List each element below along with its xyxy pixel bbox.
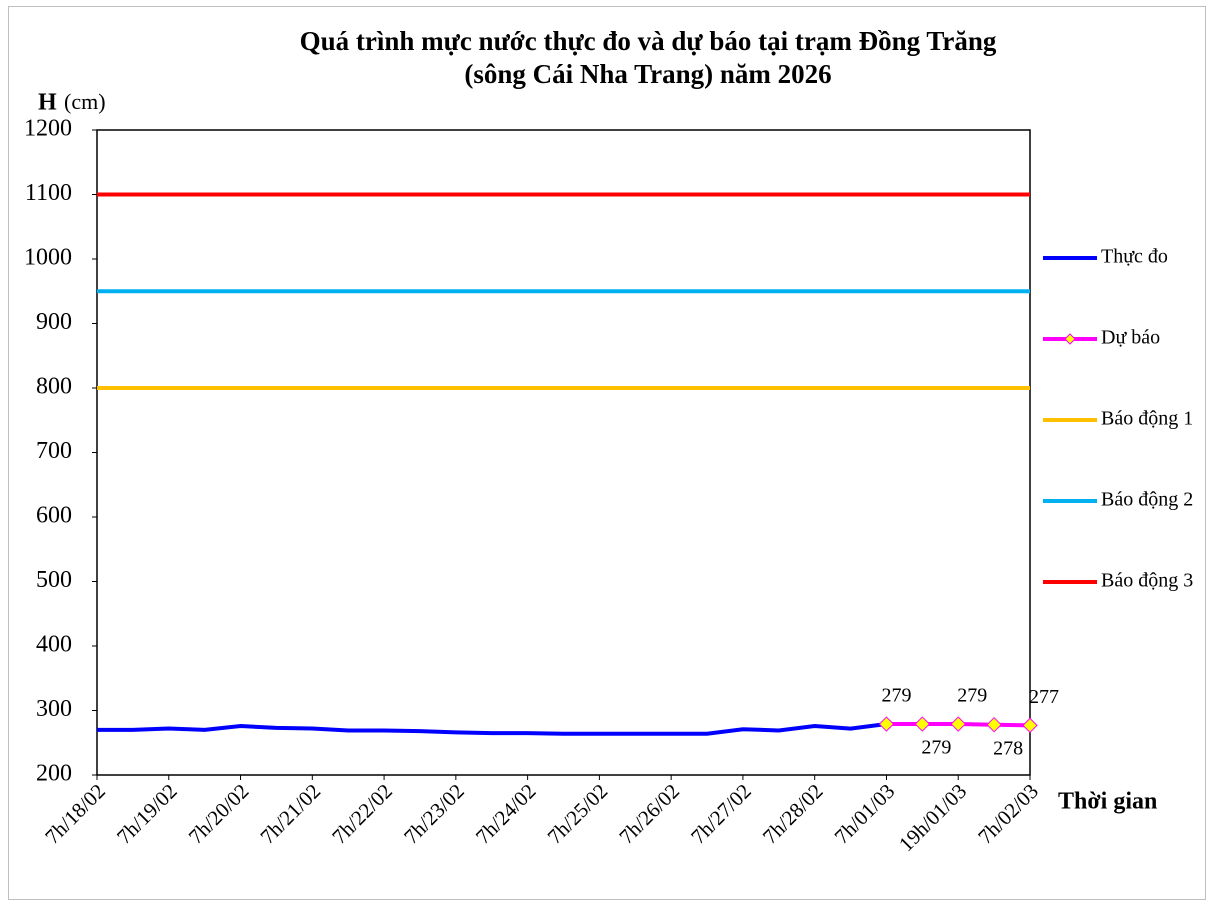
x-tick-label: 7h/22/02 [327, 779, 397, 849]
legend-label: Báo động 3 [1101, 570, 1193, 592]
legend-label: Báo động 2 [1101, 489, 1193, 511]
y-tick-label: 1100 [25, 180, 72, 206]
legend-marker [1064, 333, 1076, 345]
chart-border [8, 6, 1206, 900]
x-tick-label: 7h/19/02 [112, 779, 182, 849]
x-tick-label: 7h/28/02 [758, 779, 828, 849]
y-tick-label: 1200 [24, 116, 72, 142]
marker [986, 716, 1002, 733]
x-tick-label: 7h/02/03 [973, 779, 1043, 849]
x-tick-label: 7h/24/02 [471, 779, 541, 849]
x-tick-label: 19h/01/03 [894, 779, 971, 856]
marker [878, 716, 895, 732]
y-axis-label: H [38, 90, 57, 116]
marker [1022, 717, 1038, 734]
x-axis-label: Thời gian [1058, 789, 1157, 815]
data-label: 278 [993, 737, 1023, 759]
legend-label: Thực đo [1101, 246, 1168, 268]
y-tick-label: 800 [36, 374, 72, 400]
marker [950, 716, 966, 732]
data-label: 279 [881, 685, 911, 707]
y-tick-label: 300 [36, 696, 72, 722]
chart-title: Quá trình mực nước thực đo và dự báo tại… [300, 26, 997, 56]
data-label: 279 [921, 737, 951, 759]
y-tick-label: 900 [36, 309, 72, 335]
x-tick-label: 7h/20/02 [184, 779, 254, 849]
y-tick-label: 700 [36, 438, 72, 464]
x-tick-label: 7h/26/02 [614, 779, 684, 849]
y-tick-label: 1000 [24, 245, 72, 271]
x-tick-label: 7h/01/03 [830, 779, 900, 849]
chart-title: (sông Cái Nha Trang) năm 2026 [464, 59, 831, 89]
x-tick-label: 7h/23/02 [399, 779, 469, 849]
data-label: 277 [1029, 686, 1059, 708]
data-label: 279 [957, 685, 987, 707]
legend-label: Dự báo [1101, 327, 1160, 349]
y-axis-unit: (cm) [64, 89, 106, 114]
x-tick-label: 7h/25/02 [543, 779, 613, 849]
y-tick-label: 600 [36, 503, 72, 529]
y-tick-label: 200 [36, 761, 72, 787]
x-tick-label: 7h/21/02 [255, 779, 325, 849]
series-line [97, 722, 887, 736]
x-tick-label: 7h/18/02 [40, 779, 110, 849]
marker [914, 716, 931, 732]
legend-label: Báo động 1 [1101, 408, 1193, 430]
y-tick-label: 400 [36, 632, 72, 658]
y-tick-label: 500 [36, 567, 72, 593]
plot-area [96, 129, 1031, 776]
x-tick-label: 7h/27/02 [686, 779, 756, 849]
